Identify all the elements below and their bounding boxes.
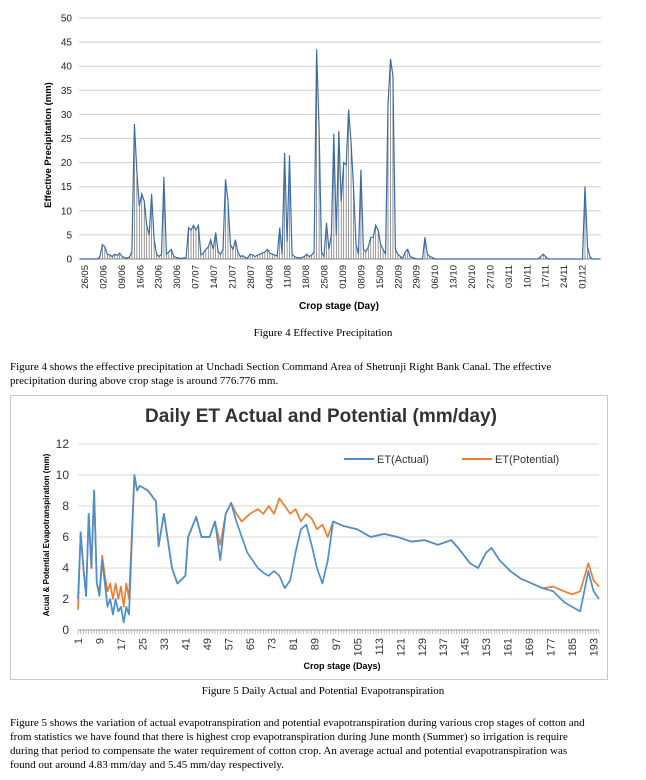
c1-x-tick-label: 10/11 [522, 265, 533, 288]
paragraph-1-line-1: Figure 4 shows the effective precipitati… [10, 361, 552, 373]
c1-gridlines [79, 17, 601, 260]
c2-y-tick-label: 4 [62, 561, 69, 575]
c1-y-tick-label: 45 [61, 38, 73, 49]
c1-x-tick-label: 28/07 [246, 265, 257, 289]
c1-x-tick-label: 02/06 [98, 265, 109, 289]
c1-y-tick-label: 30 [61, 110, 73, 121]
c2-series-actual [77, 474, 600, 624]
c1-x-tick-label: 18/08 [301, 265, 312, 289]
c1-series-path [80, 49, 600, 260]
c2-x-tick-label: 65 [245, 638, 257, 650]
legend-potential-label: ET(Potential) [495, 454, 559, 466]
paragraph-1: Figure 4 shows the effective precipitati… [10, 360, 636, 388]
c2-x-tick-label: 41 [180, 638, 192, 650]
c2-x-tick-label: 105 [352, 638, 364, 656]
c2-y-tick-label: 6 [62, 530, 69, 544]
c1-y-tick-label: 0 [66, 255, 72, 266]
c2-y-tick-label: 2 [62, 592, 69, 606]
c1-x-tick-label: 21/07 [227, 265, 238, 289]
daily-et-chart: Daily ET Actual and Potential (mm/day) 0… [10, 395, 608, 680]
c1-x-tick-label: 13/10 [449, 265, 460, 289]
c1-x-tick-label: 15/09 [375, 265, 386, 289]
c2-y-tick-label: 10 [56, 468, 70, 482]
c1-x-tick-label: 17/11 [541, 265, 552, 288]
c2-x-tick-label: 193 [589, 638, 601, 656]
c2-x-axis-label: Crop stage (Days) [303, 661, 380, 671]
c1-y-tick-label: 40 [61, 62, 73, 73]
c2-y-axis-label: Acual & Potential Evapotranspiration (mm… [42, 453, 51, 616]
c1-x-tick-label: 04/08 [264, 265, 275, 289]
c2-x-tick-label: 177 [546, 638, 558, 656]
c1-x-tick-label: 29/09 [412, 265, 423, 289]
paragraph-2-line-3: during that period to compensate the wat… [10, 745, 568, 757]
c1-x-tick-label: 27/10 [485, 265, 496, 289]
legend-actual-label: ET(Actual) [377, 454, 429, 466]
c2-y-tick-label: 12 [56, 437, 70, 451]
c2-x-tick-label: 73 [266, 638, 278, 650]
c1-y-tick-label: 20 [61, 158, 73, 169]
c2-x-tick-label: 57 [223, 638, 235, 650]
c1-x-tick-label: 23/06 [154, 265, 165, 289]
c2-x-tick-label: 145 [460, 638, 472, 656]
c2-x-tick-label: 17 [116, 638, 128, 650]
effective-precipitation-chart: 0 5 10 15 20 25 30 35 40 45 50 26/05 02/06 09/06 16/06… [43, 14, 601, 312]
c1-y-tick-label: 15 [61, 182, 73, 193]
c2-x-tick-label: 1 [73, 638, 85, 644]
c2-x-tick-label: 137 [438, 638, 450, 656]
paragraph-2-line-4: found out around 4.83 mm/day and 5.45 mm… [10, 759, 284, 771]
c2-x-tick-label: 113 [374, 638, 386, 656]
c2-x-tick-label: 33 [159, 638, 171, 650]
c2-x-tick-label: 49 [202, 638, 214, 650]
c1-x-tick-label: 25/08 [320, 265, 331, 289]
c2-legend: ET(Actual) ET(Potential) [344, 454, 559, 466]
c1-hatched-bars [99, 49, 591, 259]
c1-y-tick-label: 25 [61, 134, 73, 145]
c1-x-tick-label: 07/07 [191, 265, 202, 289]
c2-x-tick-label: 89 [309, 638, 321, 650]
c1-x-tick-label: 30/06 [172, 265, 183, 289]
paragraph-1-line-2: precipitation during above crop stage is… [10, 375, 279, 387]
c2-y-tick-label: 8 [62, 499, 69, 513]
c2-x-tick-label: 153 [481, 638, 493, 656]
c1-x-tick-label: 09/06 [117, 265, 128, 289]
paragraph-2: Figure 5 shows the variation of actual e… [10, 716, 636, 772]
c2-title: Daily ET Actual and Potential (mm/day) [145, 406, 497, 427]
c2-x-tick-label: 121 [395, 638, 407, 656]
figure5-caption: Figure 5 Daily Actual and Potential Evap… [201, 685, 445, 697]
c2-x-tick-label: 25 [137, 638, 149, 650]
c1-y-axis-label: Effective Precipitation (mm) [43, 82, 54, 208]
c1-x-axis-label: Crop stage (Day) [299, 301, 379, 312]
c2-y-tick-label: 0 [62, 623, 69, 637]
c1-x-tick-label: 16/06 [135, 265, 146, 289]
c1-y-tick-label: 5 [66, 230, 72, 241]
figure4-caption: Figure 4 Effective Precipitation [253, 327, 393, 339]
c1-x-tick-label: 11/08 [283, 265, 294, 288]
c2-series-lines [77, 474, 600, 624]
paragraph-2-line-2: from statistics we have found that there… [10, 731, 568, 743]
c1-y-tick-label: 10 [61, 206, 73, 217]
c1-x-tick-label: 20/10 [467, 265, 478, 289]
c1-series-line [80, 49, 600, 260]
c1-y-tick-label: 50 [61, 14, 73, 25]
c2-x-tick-label: 81 [288, 638, 300, 650]
c1-x-tick-label: 01/12 [578, 265, 589, 289]
c2-x-tick-label: 97 [331, 638, 343, 650]
c1-y-tick-label: 35 [61, 86, 73, 97]
c2-x-tick-label: 169 [524, 638, 536, 656]
c1-x-tick-label: 08/09 [356, 265, 367, 289]
c2-x-tick-label: 129 [417, 638, 429, 656]
c2-x-tick-label: 9 [94, 638, 106, 644]
c1-x-tick-label: 01/09 [338, 265, 349, 289]
c1-x-tick-label: 14/07 [209, 265, 220, 289]
c2-x-tick-label: 161 [503, 638, 515, 656]
c1-x-tick-label: 26/05 [80, 265, 91, 289]
c2-x-tick-label: 185 [567, 638, 579, 656]
c1-x-tick-label: 03/11 [504, 265, 515, 288]
c1-x-tick-label: 24/11 [559, 265, 570, 288]
c1-x-tick-label: 06/10 [430, 265, 441, 289]
c1-axes: 0 5 10 15 20 25 30 35 40 45 50 26/05 02/06 09/06 16/06… [61, 14, 589, 289]
paragraph-2-line-1: Figure 5 shows the variation of actual e… [10, 717, 585, 729]
c1-x-tick-label: 22/09 [393, 265, 404, 289]
